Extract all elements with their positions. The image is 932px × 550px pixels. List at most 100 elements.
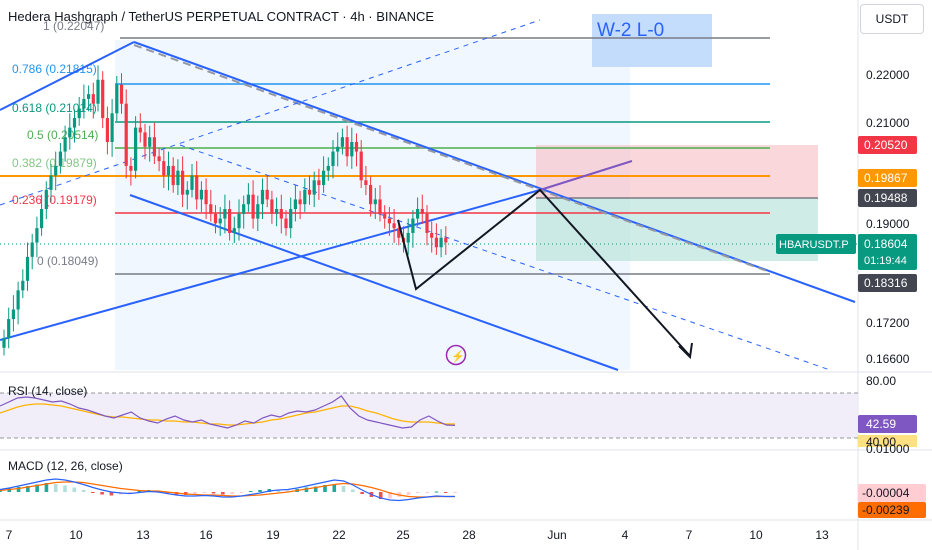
candle-body: [260, 189, 265, 205]
downtrend-dashed-line: [133, 44, 771, 273]
candle-body: [101, 79, 105, 119]
macd-histogram-bar: [44, 483, 49, 492]
price-tick-label: 0.16600: [866, 352, 910, 366]
candle-body: [105, 118, 109, 142]
time-tick-label: 22: [332, 528, 346, 542]
candle-body: [411, 218, 415, 233]
symbol-badge-label: HBARUSDT.P: [779, 239, 849, 251]
candle-body: [265, 189, 269, 200]
candle-body: [322, 170, 326, 186]
time-tick-label: 10: [69, 528, 83, 542]
macd-label: MACD (12, 26, close): [8, 459, 123, 473]
time-tick-label: 7: [6, 528, 13, 542]
price-badge-label-1: 0.19867: [864, 171, 908, 185]
downtrend-lower-line: [129, 194, 619, 371]
fib-label-3: 0.5 (0.20514): [27, 128, 98, 142]
candle-body: [72, 118, 77, 128]
candle-body: [143, 132, 147, 147]
macd-histogram-bar: [286, 490, 290, 492]
projection-arrow-head: [678, 342, 693, 360]
candle-body: [68, 127, 72, 138]
candle-body: [7, 319, 11, 339]
time-tick-label: 28: [462, 528, 476, 542]
candle-body: [228, 208, 232, 233]
target-extension-line: [539, 160, 633, 191]
macd-histogram-bar: [248, 491, 253, 492]
price-badge-3: [858, 274, 917, 292]
price-tick-label: 0.19000: [866, 217, 910, 231]
macd-histogram-bar: [351, 489, 355, 492]
alert-icon-glyph: ⚡: [451, 350, 465, 363]
time-tick-label: 7: [686, 528, 693, 542]
price-badge-1: [858, 169, 917, 187]
candle-body: [77, 108, 81, 119]
candle-body: [134, 127, 138, 171]
candle-body: [11, 309, 15, 320]
price-badge-2: [858, 189, 917, 207]
candle-body: [331, 151, 335, 166]
candle-body: [181, 170, 185, 195]
candle-body: [171, 165, 175, 186]
candle-body: [232, 228, 236, 233]
last-price-badge: [858, 234, 917, 270]
macd-histogram-bar: [211, 492, 216, 494]
candle-body: [124, 103, 128, 166]
candle-body: [251, 194, 255, 219]
candle-body: [209, 204, 213, 214]
candle-body: [392, 223, 396, 229]
candle-body: [16, 290, 20, 310]
macd-histogram-bar: [128, 492, 132, 494]
candle-body: [218, 218, 222, 224]
candle-body: [307, 189, 312, 195]
rsi-level-badge: [858, 435, 917, 447]
candle-body: [223, 208, 227, 219]
macd-histogram-bar: [406, 492, 411, 495]
macd-histogram-bar: [332, 484, 337, 492]
macd-histogram-bar: [109, 492, 114, 496]
macd-histogram-bar: [91, 492, 95, 493]
candle-body: [204, 189, 208, 205]
candle-body: [434, 237, 438, 248]
rsi-value-label: 42.59: [866, 417, 896, 431]
macd-histogram-bar: [72, 487, 77, 492]
candle-body: [91, 94, 95, 104]
candle-body: [115, 84, 119, 114]
candle-body: [96, 79, 100, 104]
macd-histogram-bar: [313, 486, 318, 492]
rsi-value-badge: [858, 415, 917, 433]
macd-histogram-bar: [165, 492, 169, 494]
candle-body: [416, 208, 420, 219]
projection-path: [397, 188, 691, 357]
candle-body: [420, 208, 424, 214]
fib-label-4: 0.382 (0.19879): [12, 156, 97, 170]
candle-body: [87, 94, 91, 99]
candle-body: [63, 137, 67, 152]
macd-histogram-bar: [202, 492, 207, 493]
macd-histogram-bar: [276, 489, 281, 492]
price-badge-0: [858, 136, 917, 154]
candle-body: [119, 84, 124, 104]
candle-body: [284, 218, 288, 229]
macd-badge-label-0: -0.00004: [862, 486, 910, 500]
candle-body: [359, 151, 363, 181]
candle-body: [21, 280, 25, 291]
candle-body: [354, 141, 359, 152]
macd-histogram-bar: [81, 490, 86, 492]
candle-body: [242, 204, 246, 214]
candle-body: [340, 137, 344, 147]
symbol-badge: [776, 234, 856, 254]
time-tick-label: Jun: [547, 528, 566, 542]
alert-icon: [445, 344, 467, 366]
macd-histogram-bar: [16, 487, 21, 492]
candle-body: [246, 194, 250, 205]
currency-button[interactable]: USDT: [860, 4, 924, 34]
macd-line: [0, 478, 455, 502]
price-badge-label-2: 0.19488: [864, 191, 908, 205]
macd-histogram-bar: [100, 492, 104, 495]
candle-body: [345, 137, 349, 157]
price-badge-label-3: 0.18316: [864, 276, 908, 290]
candle-body: [110, 113, 114, 142]
macd-histogram-bar: [26, 486, 30, 492]
